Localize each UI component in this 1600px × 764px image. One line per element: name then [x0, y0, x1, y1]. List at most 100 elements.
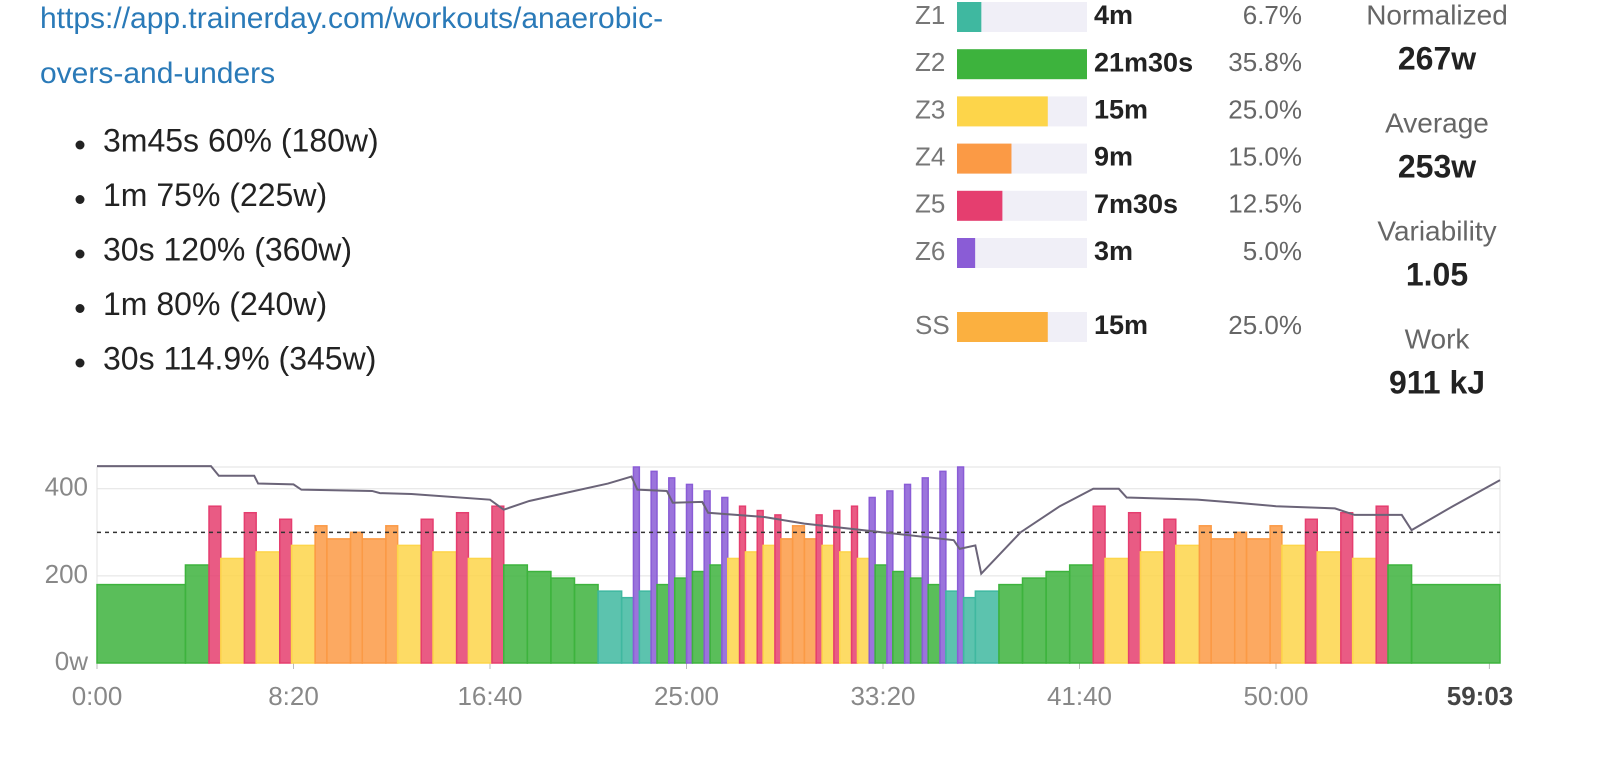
interval-bar: [727, 557, 741, 664]
interval-bar: [656, 583, 670, 664]
x-tick-label: 0:00: [72, 681, 123, 711]
y-tick-label: 400: [45, 472, 88, 502]
zone-name: SS: [915, 310, 950, 340]
interval-bar: [1351, 557, 1377, 664]
interval-bar: [1163, 518, 1177, 664]
zone-percent: 15.0%: [1228, 141, 1302, 171]
zone-bar: [957, 49, 1087, 80]
interval-bar: [1410, 583, 1501, 664]
interval-bar: [815, 514, 823, 664]
zone-time: 15m: [1094, 310, 1148, 340]
interval-bar: [503, 564, 529, 664]
interval-bar: [632, 466, 641, 664]
interval-bar: [290, 544, 316, 664]
interval-bar: [1068, 564, 1094, 664]
interval-bar: [856, 557, 870, 664]
x-tick-label: 8:20: [268, 681, 319, 711]
zone-percent: 25.0%: [1228, 94, 1302, 124]
x-tick-label: 33:20: [850, 681, 915, 711]
interval-bar: [685, 483, 694, 664]
zone-time: 7m30s: [1094, 189, 1178, 219]
interval-bar: [638, 590, 652, 664]
interval-bar: [703, 490, 711, 664]
interval-bar: [1269, 525, 1283, 664]
bullet: [75, 195, 85, 204]
stat-value: 267w: [1398, 40, 1476, 76]
y-tick-label: 200: [45, 559, 88, 589]
interval-bar: [1281, 544, 1307, 664]
interval-bar: [744, 551, 758, 664]
balance-line: [97, 465, 1501, 576]
interval-bar: [432, 551, 458, 664]
interval-bar: [550, 577, 576, 664]
interval-bar: [278, 518, 293, 664]
zone-name: Z2: [915, 47, 945, 77]
interval-bar: [821, 544, 835, 664]
bullet: [75, 140, 85, 150]
interval-bar: [526, 570, 552, 664]
interval-bar: [361, 538, 387, 664]
interval-bar: [455, 511, 470, 664]
interval-bar: [620, 596, 635, 664]
interval-bar: [927, 583, 941, 664]
interval-bar: [1233, 531, 1248, 664]
interval-bar: [650, 470, 658, 664]
step-text: 1m 75% (225w): [103, 177, 327, 213]
zone-bar: [957, 2, 982, 32]
interval-bar: [1210, 538, 1236, 664]
interval-bar: [208, 505, 222, 664]
interval-bar: [1045, 570, 1071, 664]
interval-bar: [1198, 525, 1212, 664]
zone-time: 9m: [1094, 142, 1133, 172]
interval-bar: [1375, 505, 1389, 664]
interval-bar: [573, 583, 599, 664]
interval-bar: [668, 477, 676, 664]
workout-link[interactable]: overs-and-unders: [40, 57, 275, 90]
interval-bar: [1316, 551, 1342, 664]
interval-bar: [892, 570, 906, 664]
step-text: 3m45s 60% (180w): [103, 122, 379, 158]
interval-bar: [738, 505, 747, 664]
step-text: 1m 80% (240w): [103, 286, 327, 322]
y-tick-label: 0w: [55, 646, 88, 676]
zone-name: Z6: [915, 236, 945, 266]
workout-chart: 0w 200 400 0:00 8:20 16:40 25:00 33:20 41:40 50:0…: [45, 465, 1514, 711]
x-tick-label: 25:00: [654, 681, 719, 711]
x-tick-label: 50:00: [1243, 681, 1308, 711]
interval-bar: [945, 590, 959, 664]
x-tick-label: 41:40: [1047, 681, 1112, 711]
interval-bar: [255, 551, 281, 664]
interval-bar: [96, 583, 187, 664]
bullet: [75, 358, 85, 368]
interval-bar: [803, 538, 817, 664]
stat-label: Normalized: [1366, 0, 1508, 30]
interval-bar: [1175, 544, 1201, 664]
interval-bar: [956, 466, 965, 664]
interval-bar: [780, 538, 794, 664]
interval-bar: [467, 557, 493, 664]
interval-bar: [1092, 505, 1106, 664]
interval-bar: [1127, 511, 1142, 664]
stat-label: Average: [1385, 107, 1489, 138]
interval-bar: [1104, 557, 1130, 664]
zone-time: 21m30s: [1094, 47, 1193, 77]
x-tick-label: 59:03: [1447, 681, 1514, 711]
stat-label: Work: [1405, 323, 1471, 354]
zone-percent: 25.0%: [1228, 310, 1302, 340]
interval-bar: [774, 514, 782, 664]
zone-time: 4m: [1094, 0, 1133, 30]
interval-bar: [721, 496, 729, 664]
stat-value: 1.05: [1406, 256, 1468, 292]
interval-bar: [868, 496, 876, 664]
stat-value: 911 kJ: [1389, 364, 1485, 400]
zone-bar: [957, 96, 1048, 127]
interval-bar: [709, 564, 723, 664]
interval-bar: [939, 470, 947, 664]
interval-bar: [396, 544, 422, 664]
interval-bar: [762, 544, 776, 664]
interval-bar: [597, 590, 623, 664]
workout-link[interactable]: https://app.trainerday.com/workouts/anae…: [40, 2, 663, 35]
stat-value: 253w: [1398, 148, 1476, 184]
interval-bar: [349, 531, 364, 664]
